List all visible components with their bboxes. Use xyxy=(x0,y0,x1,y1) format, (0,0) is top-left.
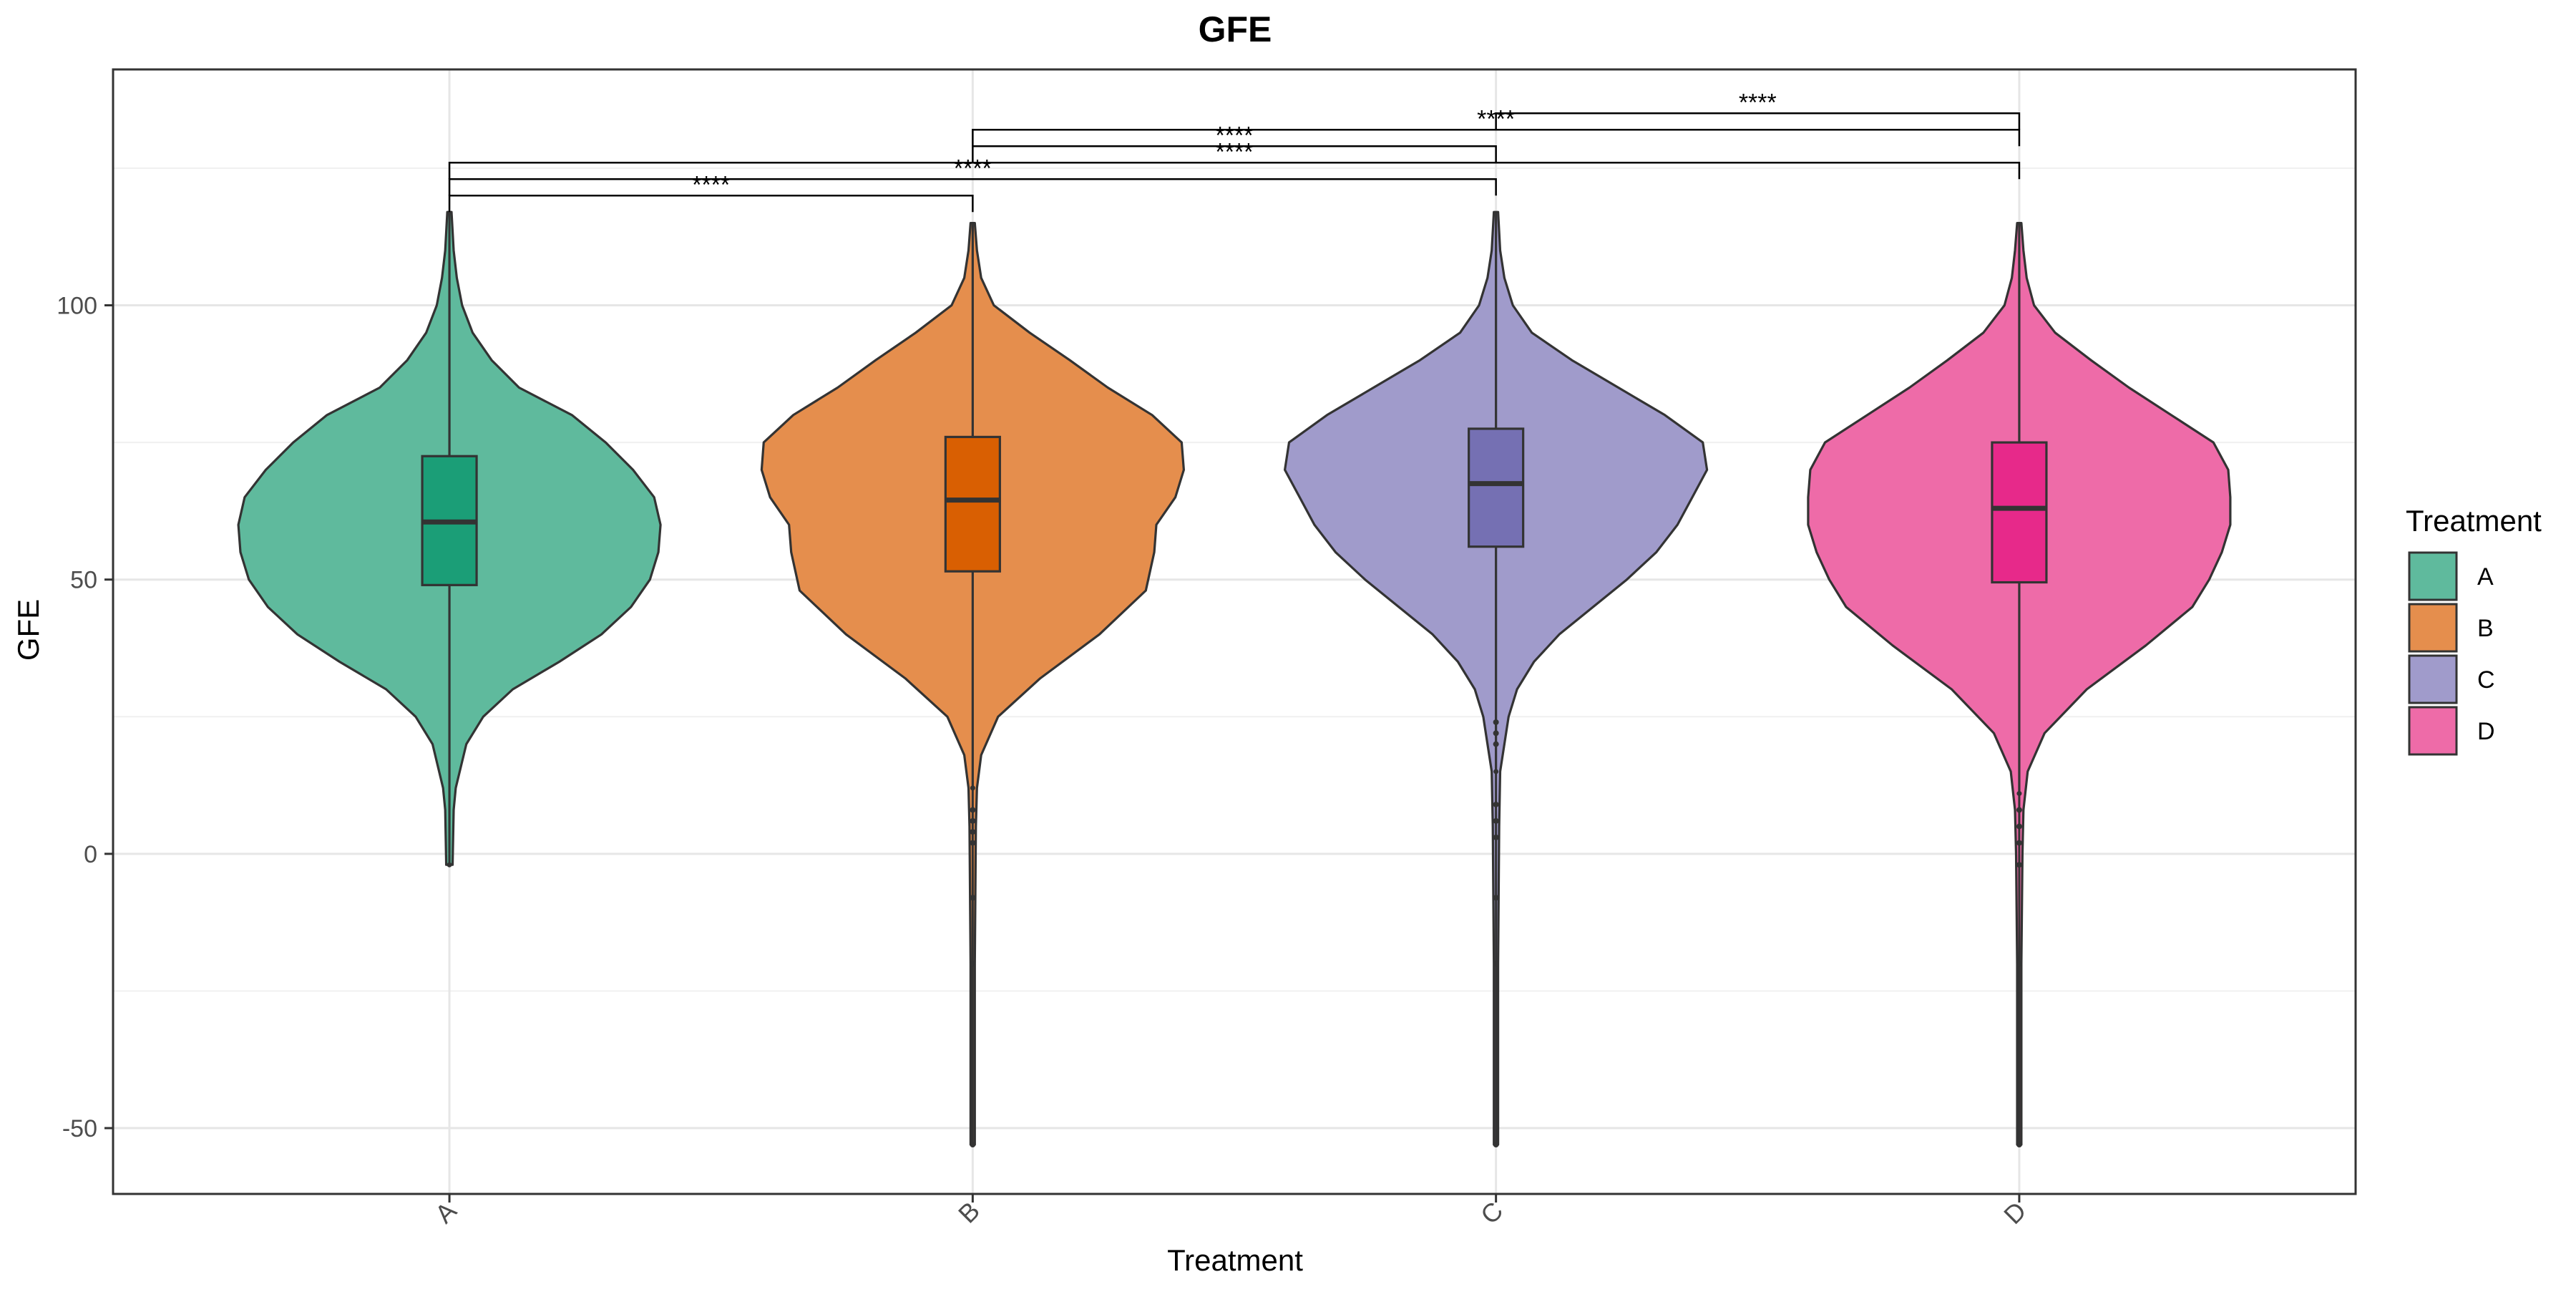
whisker-end-B xyxy=(970,785,975,791)
y-tick-label: 50 xyxy=(70,567,97,594)
outlier-point-B xyxy=(970,961,976,967)
legend-title: Treatment xyxy=(2406,504,2542,538)
bracket-A-D xyxy=(448,162,2021,180)
x-tick-label: D xyxy=(1998,1196,2031,1230)
bracket-A-C xyxy=(448,178,1497,196)
outlier-point-C xyxy=(1493,741,1499,747)
whisker-end-D xyxy=(2016,791,2022,797)
outlier-point-D xyxy=(2016,961,2022,967)
outlier-point-B xyxy=(970,1142,976,1148)
bracket-label-B-C: **** xyxy=(1216,122,1254,149)
outlier-point-C xyxy=(1493,1142,1499,1148)
bracket-C-D xyxy=(1495,112,2021,130)
whisker-end-A xyxy=(447,862,452,868)
outlier-point-D xyxy=(2016,823,2022,830)
y-axis-label: GFE xyxy=(11,599,45,661)
legend-key-A xyxy=(2408,551,2458,601)
outlier-point-C xyxy=(1493,730,1499,737)
box-B xyxy=(944,435,1001,573)
outlier-point-C xyxy=(1493,961,1499,967)
legend-key-C xyxy=(2408,654,2458,704)
outlier-point-D xyxy=(2016,1142,2022,1148)
chart-title: GFE xyxy=(1199,9,1272,49)
outlier-point-C xyxy=(1493,834,1499,840)
bracket-B-D xyxy=(972,129,2021,147)
outlier-point-B xyxy=(970,807,976,813)
bracket-B-C xyxy=(972,145,1497,163)
outlier-point-C xyxy=(1493,719,1499,725)
x-axis-label: Treatment xyxy=(1167,1243,1303,1277)
x-tick-label: C xyxy=(1475,1196,1508,1230)
whisker-end-C xyxy=(1493,769,1499,774)
legend-label-A: A xyxy=(2477,563,2494,591)
y-tick-label: -50 xyxy=(62,1115,97,1142)
boxplots xyxy=(421,212,2048,1148)
panel-border xyxy=(112,68,2357,1195)
outlier-point-C xyxy=(1493,801,1499,807)
x-tick-label: A xyxy=(429,1196,462,1229)
legend-key-D xyxy=(2408,706,2458,756)
outlier-point-D xyxy=(2016,862,2022,868)
outlier-point-C xyxy=(1493,895,1499,901)
outlier-point-B xyxy=(970,829,976,835)
bracket-A-B xyxy=(448,195,974,213)
outlier-point-C xyxy=(1493,817,1499,824)
y-tick-label: 0 xyxy=(84,841,97,868)
significance-brackets: ************************ xyxy=(448,89,2021,213)
bracket-label-C-D: **** xyxy=(1739,89,1777,116)
box-C xyxy=(1468,427,1525,548)
legend-label-B: B xyxy=(2477,615,2494,642)
legend-label-C: C xyxy=(2477,666,2495,694)
outlier-point-B xyxy=(970,895,976,901)
bracket-label-A-B: **** xyxy=(692,171,730,198)
box-D xyxy=(1991,441,2048,584)
outlier-point-D xyxy=(2016,840,2022,846)
outlier-point-B xyxy=(970,817,976,824)
y-tick-label: 100 xyxy=(57,293,97,320)
outlier-point-D xyxy=(2016,807,2022,813)
legend-label-D: D xyxy=(2477,718,2495,745)
outlier-point-B xyxy=(970,840,976,846)
legend-key-B xyxy=(2408,603,2458,653)
x-tick-label: B xyxy=(952,1196,985,1229)
bracket-label-A-D: **** xyxy=(1216,138,1254,165)
